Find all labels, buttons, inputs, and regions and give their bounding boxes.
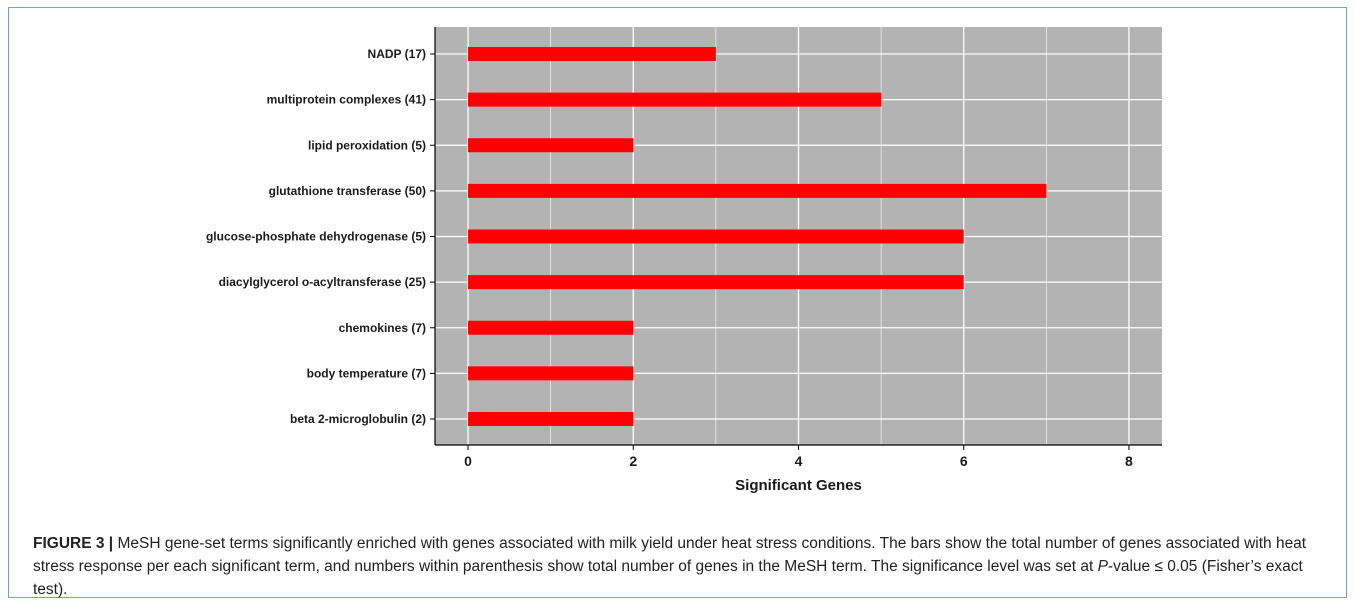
y-tick-label: body temperature (7) — [307, 366, 426, 380]
y-tick-label: chemokines (7) — [339, 321, 426, 335]
bar — [468, 366, 634, 381]
y-tick-label: glucose-phosphate dehydrogenase (5) — [206, 230, 426, 244]
x-tick-label: 0 — [464, 453, 472, 469]
caption-figure-label: FIGURE 3 | — [33, 535, 114, 552]
caption-text: MeSH gene-set terms significantly enrich… — [33, 535, 1307, 575]
bar — [468, 320, 634, 335]
bar-chart: NADP (17) multiprotein complexes (41) lipi… — [206, 27, 1162, 494]
figure-caption: FIGURE 3 | MeSH gene-set terms significa… — [33, 532, 1333, 601]
x-axis-title: Significant Genes — [735, 477, 862, 494]
y-tick-label: multiprotein complexes (41) — [267, 93, 426, 107]
bar — [468, 229, 964, 244]
bar — [468, 138, 634, 153]
y-tick-label: NADP (17) — [368, 47, 426, 61]
y-tick-label: glutathione transferase (50) — [269, 184, 426, 198]
bar — [468, 412, 634, 426]
y-tick-label: beta 2-microglobulin (2) — [290, 412, 426, 426]
x-tick-label: 4 — [795, 453, 803, 469]
x-tick-label: 8 — [1125, 453, 1133, 469]
x-tick-label: 2 — [629, 453, 637, 469]
y-tick-label: diacylglycerol o-acyltransferase (25) — [219, 275, 426, 289]
y-axis: NADP (17) multiprotein complexes (41) lipi… — [206, 27, 436, 445]
caption-p-symbol: P — [1097, 558, 1108, 575]
figure-frame: NADP (17) multiprotein complexes (41) lipi… — [8, 7, 1347, 598]
bar — [468, 275, 964, 290]
x-tick-label: 6 — [960, 453, 968, 469]
x-axis: 0 2 4 6 8 — [435, 444, 1162, 469]
bar — [468, 183, 1047, 198]
bar — [468, 47, 716, 61]
bar — [468, 92, 882, 107]
bars — [468, 47, 1047, 426]
y-tick-label: lipid peroxidation (5) — [308, 138, 426, 152]
caption-text-end: -value ≤ 0.05 (Fisher’s exact test). — [33, 558, 1303, 598]
